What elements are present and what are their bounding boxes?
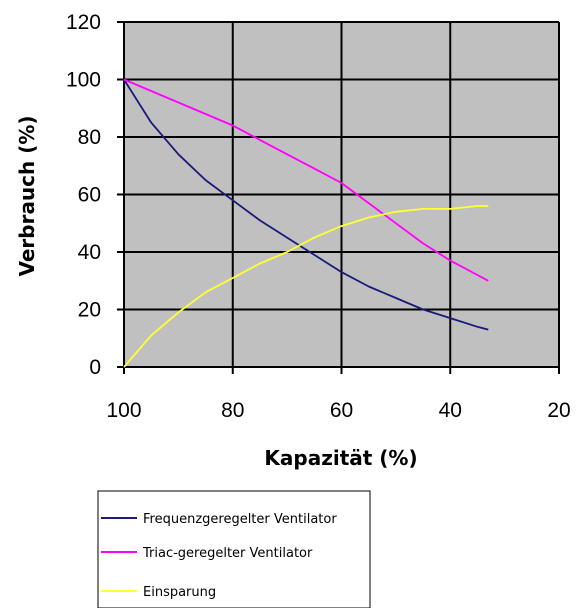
x-tick-label: 80 <box>221 399 244 422</box>
y-tick-label: 60 <box>78 184 101 207</box>
y-axis-title: Verbrauch (%) <box>15 115 39 276</box>
x-axis-title: Kapazität (%) <box>264 446 417 470</box>
y-tick-label: 120 <box>66 11 101 34</box>
y-tick-label: 80 <box>78 126 101 149</box>
legend-box <box>97 490 371 608</box>
y-tick-label: 0 <box>89 356 101 379</box>
x-tick-labels: 100 80 60 40 20 <box>106 399 570 422</box>
series-line-1 <box>123 79 489 331</box>
series-line-3 <box>123 205 489 368</box>
x-tick-label: 60 <box>330 399 353 422</box>
y-tick-label: 100 <box>66 69 101 92</box>
x-tick-label: 100 <box>106 399 141 422</box>
series-lines <box>123 78 489 368</box>
legend-label: Triac-geregelter Ventilator <box>142 546 313 561</box>
legend-label: Einsparung <box>143 585 216 600</box>
y-tick-labels: 0 20 40 60 80 100 120 <box>66 11 101 379</box>
y-tick-label: 40 <box>78 241 101 264</box>
gridlines <box>117 21 560 374</box>
series-line-2 <box>123 78 489 282</box>
y-tick-label: 20 <box>78 299 101 322</box>
x-tick-label: 20 <box>547 399 570 422</box>
legend-label: Frequenzgeregelter Ventilator <box>143 512 337 527</box>
x-tick-label: 40 <box>439 399 462 422</box>
legend: Frequenzgeregelter Ventilator Triac-gereg… <box>97 490 371 608</box>
